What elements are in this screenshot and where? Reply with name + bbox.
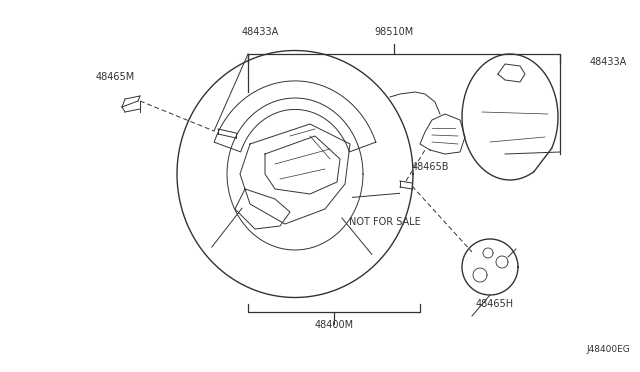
Text: J48400EG: J48400EG xyxy=(586,345,630,354)
Text: 48400M: 48400M xyxy=(314,320,353,330)
Text: 48433A: 48433A xyxy=(241,27,278,37)
Text: 98510M: 98510M xyxy=(374,27,413,37)
Text: NOT FOR SALE: NOT FOR SALE xyxy=(349,217,421,227)
Text: 48465M: 48465M xyxy=(95,72,134,82)
Text: 48465H: 48465H xyxy=(476,299,514,309)
Text: 48433A: 48433A xyxy=(590,57,627,67)
Text: 48465B: 48465B xyxy=(412,162,449,172)
